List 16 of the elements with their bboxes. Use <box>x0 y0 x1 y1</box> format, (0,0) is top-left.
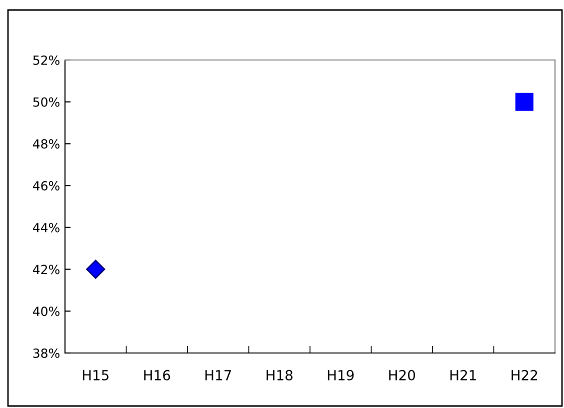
x-tick-label: H15 <box>82 370 108 380</box>
x-tick-label: H17 <box>205 370 231 380</box>
y-tick-label: 52% <box>33 55 60 65</box>
y-tick-label: 38% <box>33 348 60 358</box>
y-tick-label: 46% <box>32 181 60 190</box>
y-tick-label: 40% <box>32 306 60 316</box>
x-tick-label: H21 <box>450 370 476 380</box>
y-tick-label: 48% <box>32 139 60 149</box>
x-tick-label: H18 <box>266 370 292 380</box>
y-tick-label: 42% <box>32 264 60 274</box>
x-tick-label: H19 <box>328 370 354 380</box>
x-tick-label: H16 <box>144 370 170 380</box>
y-tick-label: 44% <box>32 222 60 232</box>
x-tick-label: H22 <box>512 370 538 380</box>
y-tick-label: 50% <box>33 97 60 107</box>
x-tick-label: H20 <box>389 370 416 380</box>
